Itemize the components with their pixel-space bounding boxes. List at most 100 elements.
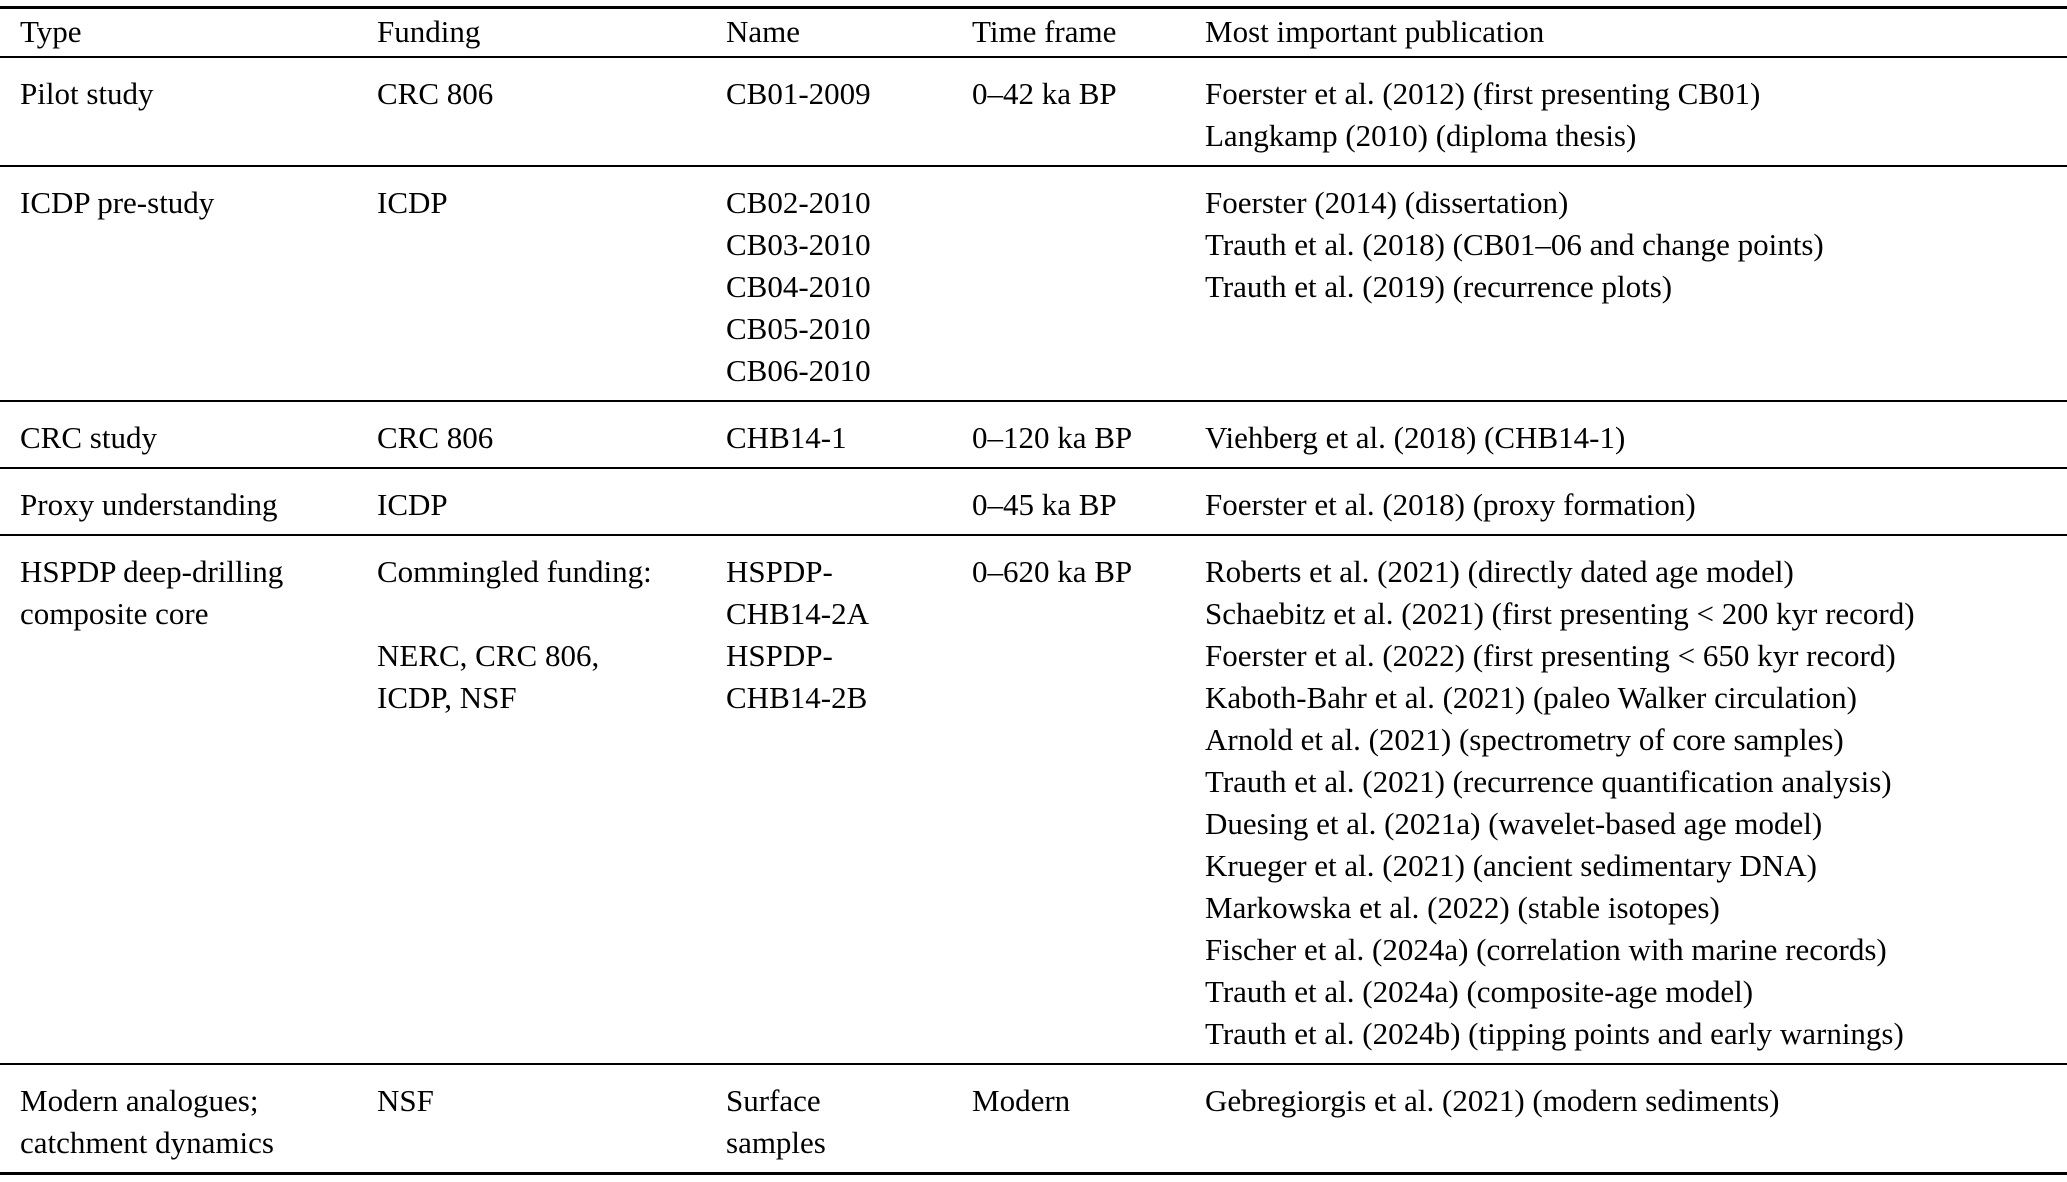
cell-line: CRC 806 — [377, 420, 494, 455]
cell-line: Viehberg et al. (2018) (CHB14-1) — [1205, 420, 1626, 455]
cell-line: Trauth et al. (2021) (recurrence quantif… — [1205, 764, 1892, 799]
cell-line: CHB14-2B — [726, 680, 868, 715]
column-header-publication: Most important publication — [1205, 7, 2067, 58]
cell-line: Markowska et al. (2022) (stable isotopes… — [1205, 890, 1720, 925]
cell-line: Trauth et al. (2024b) (tipping points an… — [1205, 1016, 1904, 1051]
cell-name: Surface samples — [726, 1064, 972, 1174]
cell-name: CB02-2010 CB03-2010 CB04-2010 CB05-2010 CB06… — [726, 166, 972, 401]
cell-name: HSPDP- CHB14-2A HSPDP- CHB14-2B — [726, 535, 972, 1064]
cell-line: Langkamp (2010) (diploma thesis) — [1205, 118, 1637, 153]
cell-line: ICDP — [377, 185, 448, 220]
cell-timeframe: 0–620 ka BP — [972, 535, 1205, 1064]
cell-line: CRC study — [20, 420, 157, 455]
cell-line: Roberts et al. (2021) (directly dated ag… — [1205, 554, 1794, 589]
column-header-type: Type — [0, 7, 377, 58]
cell-line: Duesing et al. (2021a) (wavelet-based ag… — [1205, 806, 1823, 841]
column-header-timeframe: Time frame — [972, 7, 1205, 58]
cell-line: 0–45 ka BP — [972, 487, 1117, 522]
cell-line: Fischer et al. (2024a) (correlation with… — [1205, 932, 1887, 967]
cell-line: Foerster (2014) (dissertation) — [1205, 185, 1569, 220]
cell-type: Pilot study — [0, 57, 377, 166]
cell-line: Foerster et al. (2012) (first presenting… — [1205, 76, 1761, 111]
publications-table: Type Funding Name Time frame Most important … — [0, 6, 2067, 1175]
cell-line: Proxy understanding — [20, 487, 278, 522]
cell-publication: Roberts et al. (2021) (directly dated ag… — [1205, 535, 2067, 1064]
column-header-name: Name — [726, 7, 972, 58]
cell-name — [726, 468, 972, 535]
cell-line: Arnold et al. (2021) (spectrometry of co… — [1205, 722, 1844, 757]
cell-publication: Foerster et al. (2012) (first presenting… — [1205, 57, 2067, 166]
cell-funding: Commingled funding: NERC, CRC 806, ICDP, N… — [377, 535, 726, 1064]
cell-line: Foerster et al. (2018) (proxy formation) — [1205, 487, 1696, 522]
cell-line: NSF — [377, 1083, 434, 1118]
cell-funding: CRC 806 — [377, 401, 726, 468]
cell-type: ICDP pre-study — [0, 166, 377, 401]
cell-line: HSPDP- — [726, 638, 833, 673]
cell-line: ICDP, NSF — [377, 680, 517, 715]
cell-line: CB01-2009 — [726, 76, 871, 111]
table-body: Pilot study CRC 806 CB01-2009 0–42 ka BP Foe… — [0, 57, 2067, 1174]
cell-line: CB06-2010 — [726, 353, 871, 388]
cell-type: CRC study — [0, 401, 377, 468]
cell-line: CB04-2010 — [726, 269, 871, 304]
cell-line: HSPDP- — [726, 554, 833, 589]
cell-line: CB02-2010 — [726, 185, 871, 220]
table-row: Pilot study CRC 806 CB01-2009 0–42 ka BP Foe… — [0, 57, 2067, 166]
cell-line: Trauth et al. (2018) (CB01–06 and change… — [1205, 227, 1824, 262]
cell-line: Trauth et al. (2019) (recurrence plots) — [1205, 269, 1673, 304]
cell-line: 0–42 ka BP — [972, 76, 1117, 111]
cell-line: CB03-2010 — [726, 227, 871, 262]
cell-type: Proxy understanding — [0, 468, 377, 535]
cell-funding: ICDP — [377, 468, 726, 535]
table-row: Modern analogues; catchment dynamics NSF Su… — [0, 1064, 2067, 1174]
cell-publication: Viehberg et al. (2018) (CHB14-1) — [1205, 401, 2067, 468]
table-row: Proxy understanding ICDP 0–45 ka BP Foerste… — [0, 468, 2067, 535]
cell-line: NERC, CRC 806, — [377, 638, 600, 673]
cell-line: Modern analogues; — [20, 1083, 259, 1118]
cell-line: ICDP pre-study — [20, 185, 215, 220]
cell-timeframe: 0–42 ka BP — [972, 57, 1205, 166]
cell-name: CB01-2009 — [726, 57, 972, 166]
page: { "colors": { "background": "#ffffff", "… — [0, 6, 2067, 1182]
cell-line: Schaebitz et al. (2021) (first presentin… — [1205, 596, 1915, 631]
table-row: CRC study CRC 806 CHB14-1 0–120 ka BP Viehbe… — [0, 401, 2067, 468]
cell-funding: ICDP — [377, 166, 726, 401]
cell-name: CHB14-1 — [726, 401, 972, 468]
cell-line: ICDP — [377, 487, 448, 522]
cell-line: Krueger et al. (2021) (ancient sedimenta… — [1205, 848, 1818, 883]
cell-timeframe: Modern — [972, 1064, 1205, 1174]
cell-line: Commingled funding: — [377, 554, 652, 589]
cell-line: HSPDP deep-drilling — [20, 554, 284, 589]
cell-timeframe: 0–45 ka BP — [972, 468, 1205, 535]
cell-funding: NSF — [377, 1064, 726, 1174]
cell-line: Pilot study — [20, 76, 154, 111]
cell-line: samples — [726, 1125, 826, 1160]
cell-line: CHB14-2A — [726, 596, 869, 631]
cell-line: composite core — [20, 596, 209, 631]
column-header-funding: Funding — [377, 7, 726, 58]
cell-line: CRC 806 — [377, 76, 494, 111]
table-row: ICDP pre-study ICDP CB02-2010 CB03-2010 CB04… — [0, 166, 2067, 401]
cell-type: HSPDP deep-drilling composite core — [0, 535, 377, 1064]
cell-line: CHB14-1 — [726, 420, 847, 455]
cell-publication: Foerster (2014) (dissertation) Trauth et … — [1205, 166, 2067, 401]
cell-type: Modern analogues; catchment dynamics — [0, 1064, 377, 1174]
cell-line: Surface — [726, 1083, 821, 1118]
cell-line: Modern — [972, 1083, 1071, 1118]
cell-timeframe — [972, 166, 1205, 401]
cell-line: Kaboth-Bahr et al. (2021) (paleo Walker … — [1205, 680, 1857, 715]
cell-line: 0–620 ka BP — [972, 554, 1133, 589]
cell-line: Trauth et al. (2024a) (composite-age mod… — [1205, 974, 1754, 1009]
cell-line — [377, 593, 718, 635]
table-row: HSPDP deep-drilling composite core Comming… — [0, 535, 2067, 1064]
cell-line: catchment dynamics — [20, 1125, 274, 1160]
cell-publication: Foerster et al. (2018) (proxy formation) — [1205, 468, 2067, 535]
cell-publication: Gebregiorgis et al. (2021) (modern sedim… — [1205, 1064, 2067, 1174]
cell-line: 0–120 ka BP — [972, 420, 1133, 455]
cell-line: Foerster et al. (2022) (first presenting… — [1205, 638, 1896, 673]
cell-line: Gebregiorgis et al. (2021) (modern sedim… — [1205, 1083, 1780, 1118]
cell-timeframe: 0–120 ka BP — [972, 401, 1205, 468]
header-row: Type Funding Name Time frame Most important … — [0, 7, 2067, 58]
cell-funding: CRC 806 — [377, 57, 726, 166]
cell-line: CB05-2010 — [726, 311, 871, 346]
